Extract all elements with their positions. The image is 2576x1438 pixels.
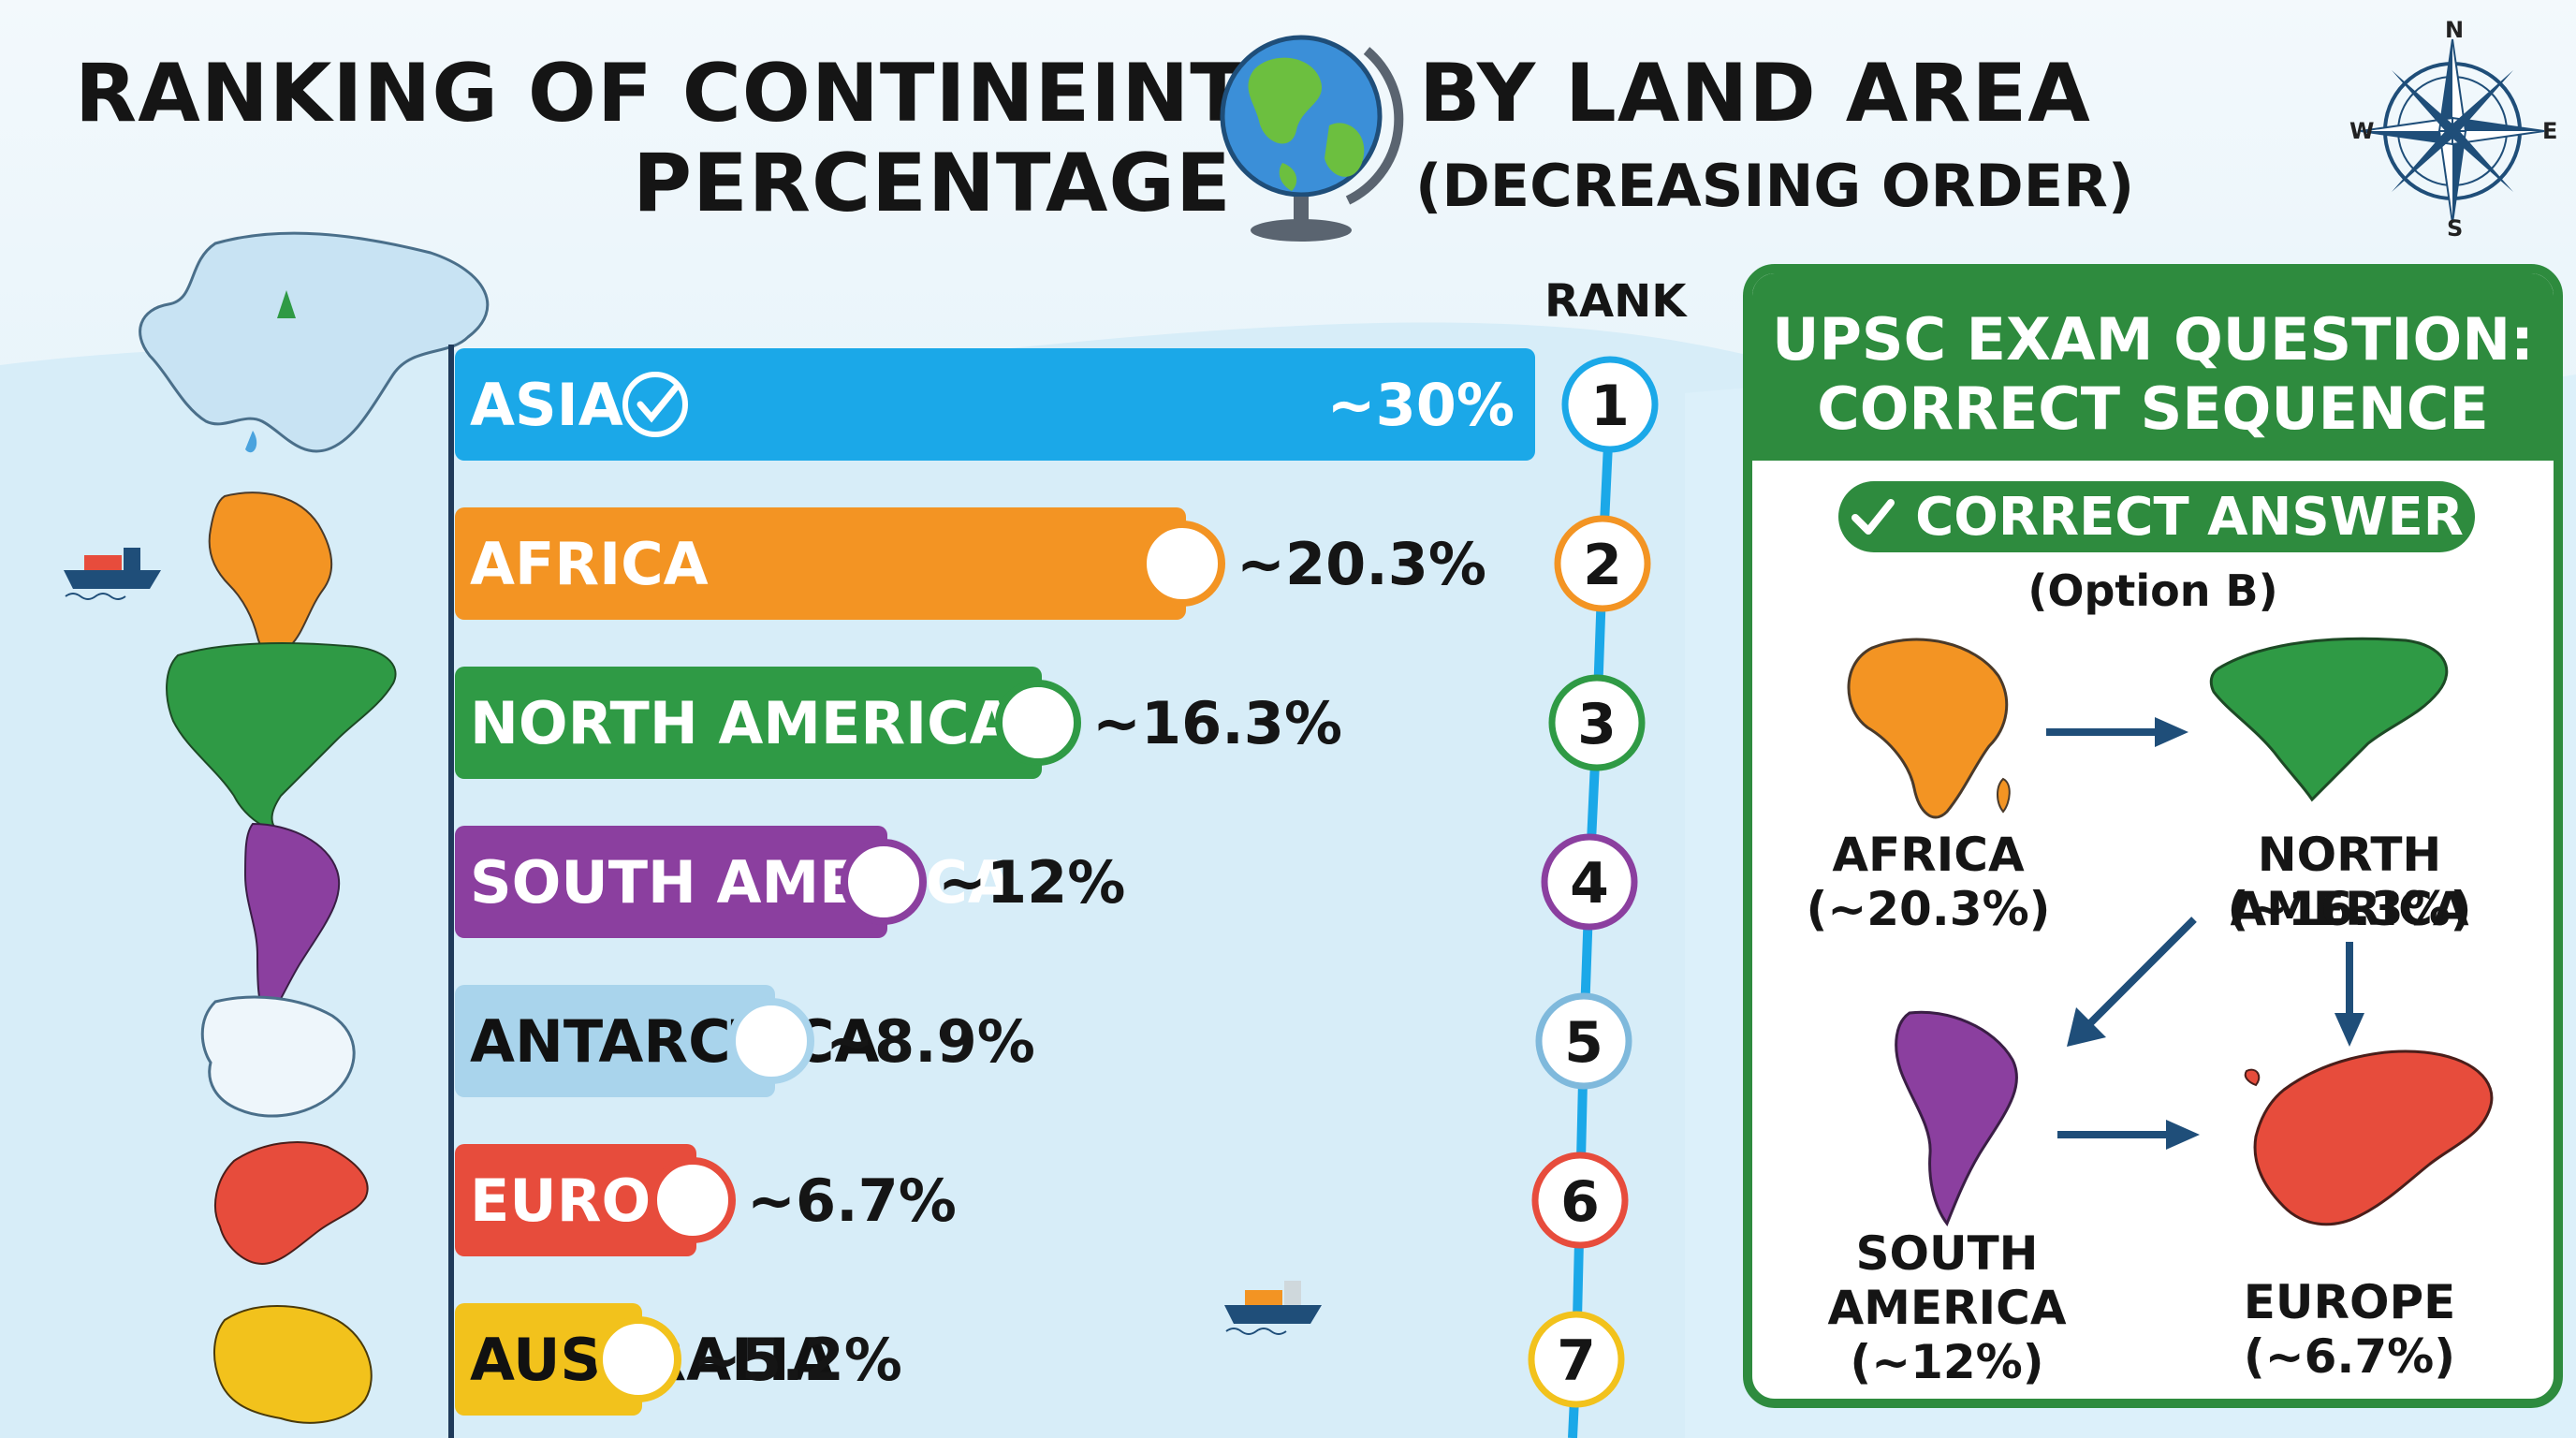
rank-badge xyxy=(1561,356,1659,453)
rank-badge xyxy=(1541,833,1638,931)
bar-end-knob xyxy=(841,839,927,925)
rank-badge xyxy=(1531,1152,1629,1249)
upsc-question-panel: UPSC EXAM QUESTION: CORRECT SEQUENCE COR… xyxy=(1743,264,2563,1408)
rank-badge xyxy=(1528,1311,1625,1408)
title-line-1: RANKING OF CONTINEINTS xyxy=(75,47,1305,140)
bar-end-knob xyxy=(728,998,814,1084)
arrow-icon xyxy=(2046,717,2188,747)
compass-w: W xyxy=(2349,118,2375,144)
bar-category-label: ASIA xyxy=(470,371,623,439)
bar-value-label: ~6.7% xyxy=(747,1167,957,1235)
bar-value-label: ~5.2% xyxy=(693,1326,902,1394)
bar-antarctica xyxy=(455,985,775,1097)
panel-title-line-1: UPSC EXAM QUESTION: xyxy=(1772,305,2534,374)
europe-map-icon xyxy=(2244,1049,2494,1226)
bar-category-label: AFRICA xyxy=(470,530,709,598)
asia-silhouette xyxy=(139,231,490,453)
antarctica-silhouette xyxy=(200,995,356,1118)
title-line-2: PERCENTAGE xyxy=(633,137,1232,230)
bar-end-knob xyxy=(1139,521,1225,607)
bar-end-knob xyxy=(595,1316,681,1402)
rank-number: 4 xyxy=(1570,851,1609,917)
seq-south-america-name: SOUTH AMERICA xyxy=(1827,1226,2067,1335)
rank-number: 5 xyxy=(1564,1010,1603,1076)
bar-africa xyxy=(455,507,1186,620)
seq-north-america-name: NORTH AMERICA xyxy=(2230,828,2469,936)
globe-icon xyxy=(1220,35,1404,242)
north-america-silhouette xyxy=(166,642,397,834)
ship-icon xyxy=(1224,1281,1322,1335)
seq-africa-name: AFRICA xyxy=(1832,828,2025,882)
bar-end-knob xyxy=(650,1157,736,1243)
arrow-icon xyxy=(2057,1120,2200,1150)
check-circle-icon xyxy=(622,372,688,437)
option-label: (Option B) xyxy=(2027,565,2278,616)
compass-icon: N S W E xyxy=(2340,17,2565,243)
africa-map-icon xyxy=(1847,638,2011,819)
bar-category-label: SOUTH AMERICA xyxy=(470,848,1013,917)
seq-south-america-value: (~12%) xyxy=(1850,1335,2044,1389)
bar-south-america xyxy=(455,826,887,938)
compass-s: S xyxy=(2447,215,2464,242)
panel-title-line-2: CORRECT SEQUENCE xyxy=(1817,374,2489,443)
bar-value-label: ~8.9% xyxy=(826,1007,1035,1076)
rank-number: 6 xyxy=(1560,1169,1600,1235)
bar-australia xyxy=(455,1303,642,1416)
check-icon xyxy=(1852,499,1895,535)
rank-number: 1 xyxy=(1590,374,1630,439)
seq-africa-value: (~20.3%) xyxy=(1806,882,2051,936)
arrow-icon xyxy=(2334,942,2364,1047)
south-america-map-icon xyxy=(1895,1010,2018,1227)
north-america-map-icon xyxy=(2209,637,2449,802)
correct-answer-label: CORRECT ANSWER xyxy=(1915,486,2464,548)
seq-north-america-value: (~16.3%) xyxy=(2227,882,2472,936)
title-right-line-1: BY LAND AREA xyxy=(1419,47,2091,140)
rank-badge xyxy=(1548,674,1646,771)
bar-europe xyxy=(455,1144,696,1256)
check-icon xyxy=(637,384,680,423)
australia-silhouette xyxy=(213,1305,373,1424)
land-area-bar-chart: ASIA ~30% 1 AFRICA ~20.3% 2 NORTH AMERICA ~16.3… xyxy=(448,345,1659,1438)
rank-badge xyxy=(1535,992,1632,1090)
title-subtitle: (DECREASING ORDER) xyxy=(1415,152,2135,220)
compass-e: E xyxy=(2542,118,2558,144)
seq-europe-value: (~6.7%) xyxy=(2243,1329,2456,1384)
bar-end-knob xyxy=(995,680,1081,766)
arrow-icon xyxy=(2067,917,2197,1047)
europe-silhouette xyxy=(214,1141,369,1266)
rank-badge xyxy=(1554,515,1651,612)
seq-europe-name: EUROPE xyxy=(2243,1275,2456,1329)
continent-silhouettes xyxy=(139,231,490,1424)
compass-n: N xyxy=(2445,17,2465,43)
bar-asia xyxy=(455,348,1535,461)
ship-icon xyxy=(64,548,161,600)
rank-header: RANK xyxy=(1544,275,1687,328)
panel-header xyxy=(1752,273,2554,461)
bar-value-label: ~20.3% xyxy=(1237,530,1486,598)
bar-value-label: ~12% xyxy=(938,848,1125,917)
rank-number: 3 xyxy=(1577,692,1617,757)
bar-category-label: ANTARCTICA xyxy=(470,1007,879,1076)
bar-north-america xyxy=(455,667,1042,779)
bar-category-label: NORTH AMERICA xyxy=(470,689,1015,757)
correct-answer-badge: CORRECT ANSWER xyxy=(1838,481,2475,552)
rank-number: 2 xyxy=(1583,533,1622,598)
bar-value-label: ~16.3% xyxy=(1092,689,1342,757)
bar-value-label: ~30% xyxy=(1327,371,1515,439)
rank-number: 7 xyxy=(1557,1328,1596,1394)
